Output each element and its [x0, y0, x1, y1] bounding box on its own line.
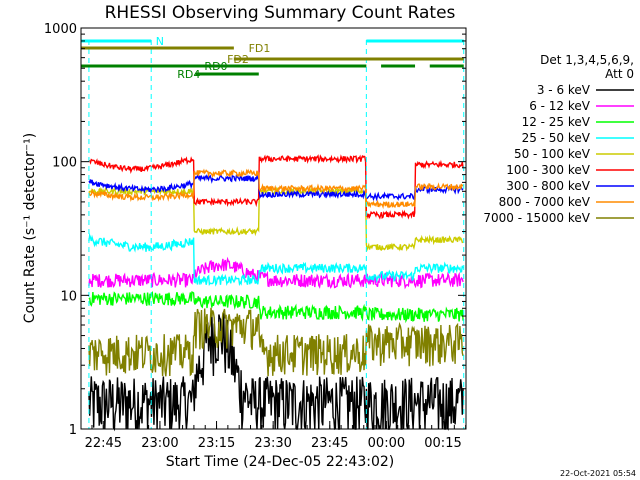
legend-label-2: 12 - 25 keV	[522, 115, 591, 129]
x-axis: 22:45 23:00 23:15 23:30 23:45 00:00 00:15	[85, 421, 467, 451]
x-tick-label-5: 00:00	[368, 436, 405, 451]
y-axis-label: Count Rate (s⁻¹ detector⁻¹)	[22, 133, 38, 323]
flag-label-fd1: FD1	[249, 42, 271, 55]
x-tick-label-0: 22:45	[85, 436, 122, 451]
legend: Det 1,3,4,5,6,9, Att 0 3 - 6 keV 6 - 12 k…	[483, 53, 634, 225]
series-line-1	[88, 256, 464, 290]
legend-label-1: 6 - 12 keV	[529, 99, 591, 113]
y-tick-label-0: 1	[69, 423, 77, 438]
x-tick-label-2: 23:15	[198, 436, 235, 451]
legend-label-3: 25 - 50 keV	[522, 131, 591, 145]
x-tick-label-6: 00:15	[424, 436, 461, 451]
legend-label-5: 100 - 300 keV	[506, 163, 590, 177]
legend-header-1: Det 1,3,4,5,6,9,	[540, 53, 634, 67]
chart-title: RHESSI Observing Summary Count Rates	[105, 3, 456, 23]
flag-label-rd4: RD4	[177, 68, 200, 81]
legend-label-8: 7000 - 15000 keV	[483, 211, 590, 225]
flag-label-n: N	[156, 35, 164, 48]
y-tick-label-3: 1000	[44, 22, 77, 37]
x-axis-label: Start Time (24-Dec-05 22:43:02)	[166, 454, 394, 470]
y-tick-label-2: 100	[52, 156, 77, 171]
legend-header-2: Att 0	[605, 67, 634, 81]
series-line-6	[88, 173, 464, 202]
x-tick-label-3: 23:30	[254, 436, 291, 451]
series-line-2	[88, 290, 464, 324]
flag-label-fd2: FD2	[227, 53, 249, 66]
series-layer	[88, 154, 464, 432]
timestamp: 22-Oct-2021 05:54	[560, 469, 636, 478]
y-tick-label-1: 10	[60, 289, 77, 304]
series-line-0	[88, 312, 464, 432]
y-axis: 1 10 100 1000	[44, 22, 466, 438]
flag-label-rd0: RD0	[204, 60, 227, 73]
vertical-markers	[88, 40, 465, 429]
legend-label-4: 50 - 100 keV	[514, 147, 591, 161]
legend-label-0: 3 - 6 keV	[537, 83, 591, 97]
x-tick-label-4: 23:45	[311, 436, 348, 451]
x-tick-label-1: 23:00	[141, 436, 178, 451]
legend-label-6: 300 - 800 keV	[506, 179, 590, 193]
legend-label-7: 800 - 7000 keV	[499, 195, 591, 209]
